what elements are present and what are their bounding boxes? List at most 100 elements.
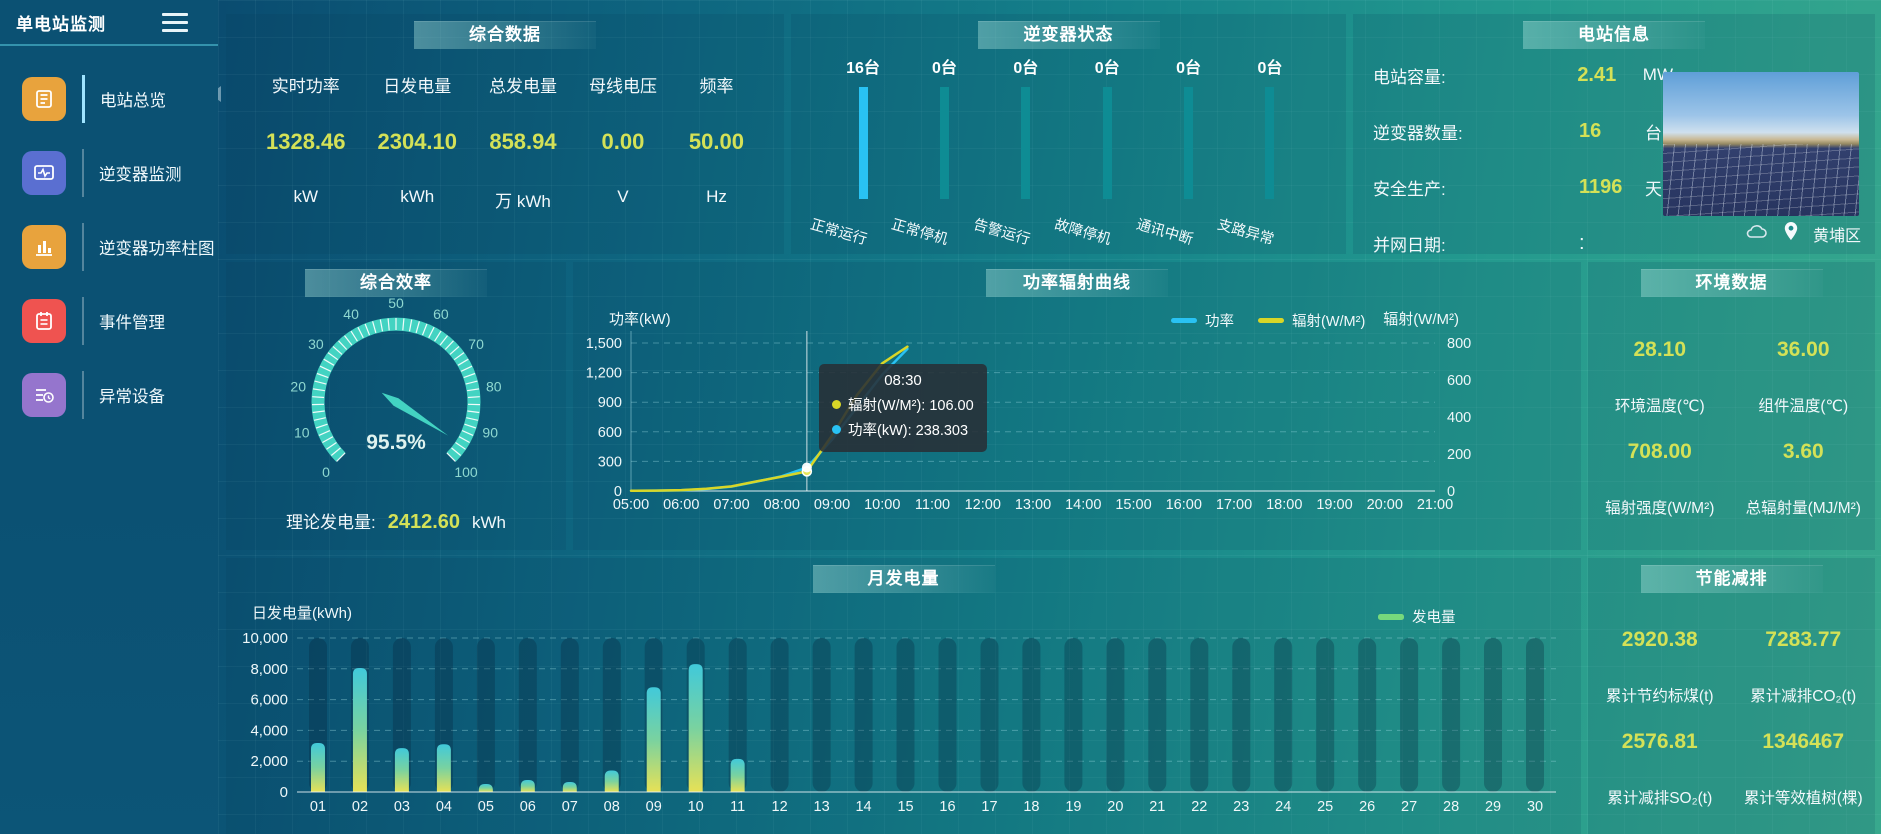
sidebar: 单电站监测 电站总览 逆变器监测 逆变器功率柱图 事件管理 异常设备 <box>0 0 218 834</box>
svg-text:09:00: 09:00 <box>814 497 850 513</box>
svg-text:03: 03 <box>394 799 410 815</box>
panel-title-efficiency: 综合效率 <box>305 269 487 297</box>
inverter-status-item: 0台 支路异常 <box>1215 54 1302 248</box>
svg-text:14: 14 <box>855 799 871 815</box>
svg-text:17:00: 17:00 <box>1216 497 1252 513</box>
sidebar-item-abnormal-devices[interactable]: 异常设备 <box>22 368 218 422</box>
stat-value: 2920.38 <box>1621 628 1698 651</box>
svg-text:100: 100 <box>454 464 478 480</box>
stat-label: 环境温度(℃) <box>1614 398 1705 415</box>
sidebar-item-event-management[interactable]: 事件管理 <box>22 294 218 348</box>
svg-text:08: 08 <box>604 799 620 815</box>
inverter-status-bar <box>1265 87 1275 199</box>
sidebar-item-label: 异常设备 <box>99 388 165 406</box>
sidebar-item-label: 逆变器功率柱图 <box>99 240 215 258</box>
monthly-bar-chart[interactable]: 0 2,000 4,000 6,000 8,000 10,000 01 02 03 04 05 06 0… <box>226 558 1581 834</box>
summary-metric: 频率 50.00 Hz <box>689 72 744 212</box>
svg-text:300: 300 <box>598 454 622 470</box>
svg-text:16:00: 16:00 <box>1166 497 1202 513</box>
svg-text:0: 0 <box>1447 484 1455 500</box>
stat-item: 36.00 组件温度(℃) <box>1732 338 1876 416</box>
station-info-row: 电站容量: 2.41 MW <box>1373 58 1673 92</box>
inverter-status-bar <box>1184 87 1194 199</box>
sidebar-item-label: 事件管理 <box>99 314 165 332</box>
legend-label-generation: 发电量 <box>1412 610 1456 626</box>
svg-text:0: 0 <box>322 464 330 480</box>
svg-text:01: 01 <box>310 799 326 815</box>
monitor-icon <box>22 151 66 195</box>
panel-title-station-info: 电站信息 <box>1523 21 1705 49</box>
sidebar-item-label: 逆变器监测 <box>99 166 182 184</box>
tooltip-time: 08:30 <box>884 372 922 389</box>
svg-text:13:00: 13:00 <box>1015 497 1051 513</box>
inverter-status-label: 支路异常 <box>1215 216 1276 249</box>
sidebar-item-station-overview[interactable]: 电站总览 <box>22 72 218 126</box>
station-info-row: 并网日期:: <box>1373 226 1673 260</box>
sidebar-item-label: 电站总览 <box>100 92 166 110</box>
summary-metric: 总发电量 858.94 万 kWh <box>489 72 557 212</box>
stat-item: 7283.77 累计减排CO₂(t) <box>1732 628 1876 706</box>
panel-title-summary: 综合数据 <box>414 21 596 49</box>
station-info-row: 逆变器数量: 16 台 <box>1373 114 1673 148</box>
svg-text:900: 900 <box>598 395 622 411</box>
svg-text:60: 60 <box>433 306 449 322</box>
theory-unit: kWh <box>472 513 507 532</box>
legend-swatch <box>1258 318 1284 323</box>
inverter-status-label: 正常停机 <box>889 216 951 249</box>
summary-metrics: 实时功率 1328.46 kW 日发电量 2304.10 kWh 总发电量 858.94 万 k… <box>226 14 784 212</box>
svg-text:6,000: 6,000 <box>250 692 288 709</box>
sidebar-item-inverter-monitor[interactable]: 逆变器监测 <box>22 146 218 200</box>
station-info-value: 2.41 <box>1577 63 1617 86</box>
svg-text:10,000: 10,000 <box>242 630 288 647</box>
legend-label: 功率 <box>1205 314 1234 330</box>
svg-text:17: 17 <box>981 799 997 815</box>
panel-environment: 环境数据 28.10 环境温度(℃) 36.00 组件温度(℃) 708.00 辐射强度(… <box>1588 262 1875 550</box>
bar-chart-icon <box>22 225 66 269</box>
sidebar-item-divider <box>82 75 85 123</box>
y-axis-label-daily-generation: 日发电量(kWh) <box>252 605 352 622</box>
environment-stats: 28.10 环境温度(℃) 36.00 组件温度(℃) 708.00 辐射强度(W/M²)… <box>1588 262 1875 518</box>
svg-text:02: 02 <box>352 799 368 815</box>
panel-energy-saving: 节能减排 2920.38 累计节约标煤(t) 7283.77 累计减排CO₂(t) 25… <box>1588 558 1875 834</box>
chart-tooltip: 08:30 辐射(W/M²): 106.00 功率(kW): 238.303 <box>819 364 987 452</box>
panel-efficiency: 综合效率 0 10 20 30 40 50 60 70 80 90 100 95.5% 理论发电量: 2… <box>226 262 566 550</box>
svg-text:13: 13 <box>814 799 830 815</box>
report-icon <box>22 77 66 121</box>
hamburger-menu-icon[interactable] <box>162 8 188 37</box>
station-info-rows: 电站容量: 2.41 MW 逆变器数量: 16 台安全生产: 1196 天并网日期:: <box>1373 58 1673 282</box>
metric-value: 0.00 <box>601 129 645 154</box>
stat-value: 7283.77 <box>1765 628 1842 651</box>
stat-item: 2576.81 累计减排SO₂(t) <box>1588 730 1732 808</box>
panel-power-curve: 功率辐射曲线 功率(kW) 辐射(W/M²) 功率 辐射(W/M²) 0 300 60… <box>573 262 1581 550</box>
energy-saving-stats: 2920.38 累计节约标煤(t) 7283.77 累计减排CO₂(t) 2576.81… <box>1588 558 1875 808</box>
metric-value: 1328.46 <box>265 129 346 154</box>
metric-label: 频率 <box>699 77 734 96</box>
inverter-count: 0台 <box>1013 60 1039 77</box>
svg-text:22: 22 <box>1191 799 1207 815</box>
curve-legend: 功率 辐射(W/M²) <box>1171 310 1365 331</box>
sidebar-item-divider <box>82 371 84 419</box>
svg-text:05:00: 05:00 <box>613 497 649 513</box>
power-radiation-chart[interactable]: 0 300 600 900 1,200 1,500 0 200 400 600 800 05:00 06… <box>573 262 1581 550</box>
stat-value: 3.60 <box>1782 440 1824 463</box>
summary-metric: 日发电量 2304.10 kWh <box>377 72 457 212</box>
svg-text:04: 04 <box>436 799 452 815</box>
metric-label: 总发电量 <box>488 77 557 96</box>
station-info-value: : <box>1579 231 1585 254</box>
metric-label: 母线电压 <box>588 77 657 96</box>
svg-text:06: 06 <box>520 799 536 815</box>
stat-value: 1346467 <box>1762 730 1845 753</box>
sidebar-item-inverter-power-bars[interactable]: 逆变器功率柱图 <box>22 220 218 274</box>
svg-text:19: 19 <box>1065 799 1081 815</box>
svg-text:06:00: 06:00 <box>663 497 699 513</box>
stat-item: 708.00 辐射强度(W/M²) <box>1588 440 1732 518</box>
location-pin-icon[interactable] <box>1783 221 1799 246</box>
metric-value: 2304.10 <box>377 129 458 154</box>
weather-cloud-icon[interactable] <box>1745 222 1769 245</box>
station-info-label: 安全生产: <box>1373 179 1446 199</box>
svg-text:50: 50 <box>388 295 404 311</box>
metric-unit: V <box>617 187 629 206</box>
svg-text:25: 25 <box>1317 799 1333 815</box>
inverter-status-item: 0台 正常停机 <box>890 54 976 248</box>
svg-text:4,000: 4,000 <box>250 722 288 739</box>
